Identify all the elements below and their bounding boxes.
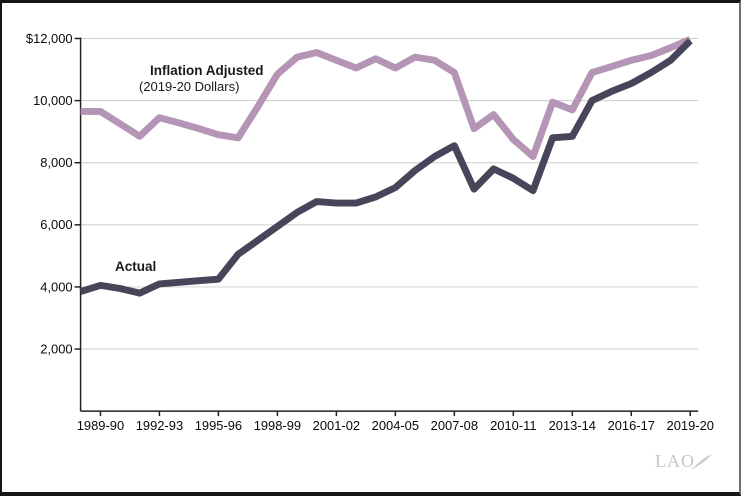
- chart-svg: 2,000 4,000 6,000 8,000 10,000 $12,000 1989-90…: [26, 31, 714, 433]
- x-tick-label: 2001-02: [313, 418, 360, 433]
- y-tick-label: $12,000: [26, 31, 73, 46]
- x-tick-label: 1995-96: [195, 418, 242, 433]
- x-tick-label: 1998-99: [254, 418, 301, 433]
- x-tick-label: 1989-90: [77, 418, 124, 433]
- lao-logo: LAO: [655, 451, 713, 472]
- series-line-inflation-adjusted: [80, 36, 692, 160]
- y-tick-label: 4,000: [40, 279, 72, 294]
- series-group: [79, 36, 693, 297]
- x-tick-label: 2010-11: [490, 418, 536, 433]
- y-tick-label: 2,000: [40, 342, 72, 357]
- y-tick-label: 6,000: [40, 217, 72, 232]
- x-tick-label: 2004-05: [372, 418, 419, 433]
- axes-group: [74, 37, 699, 417]
- series-line-actual: [79, 38, 693, 297]
- x-tick-label: 2016-17: [608, 418, 655, 433]
- lao-logo-text: LAO: [655, 451, 695, 471]
- series-label-actual: Actual: [115, 259, 157, 274]
- x-tick-label: 2013-14: [549, 418, 596, 433]
- gridlines-group: [80, 37, 699, 350]
- series-label-inflation-adjusted: Inflation Adjusted: [150, 63, 264, 78]
- quill-icon: [691, 454, 712, 470]
- series-sublabel-dollars: (2019-20 Dollars): [139, 79, 240, 94]
- y-tick-label: 8,000: [40, 155, 72, 170]
- x-tick-label: 2019-20: [667, 418, 714, 433]
- y-tick-label: 10,000: [33, 93, 73, 108]
- x-tick-label: 2007-08: [431, 418, 478, 433]
- axis-labels-group: 2,000 4,000 6,000 8,000 10,000 $12,000 1989-90…: [26, 31, 714, 433]
- x-tick-label: 1992-93: [136, 418, 183, 433]
